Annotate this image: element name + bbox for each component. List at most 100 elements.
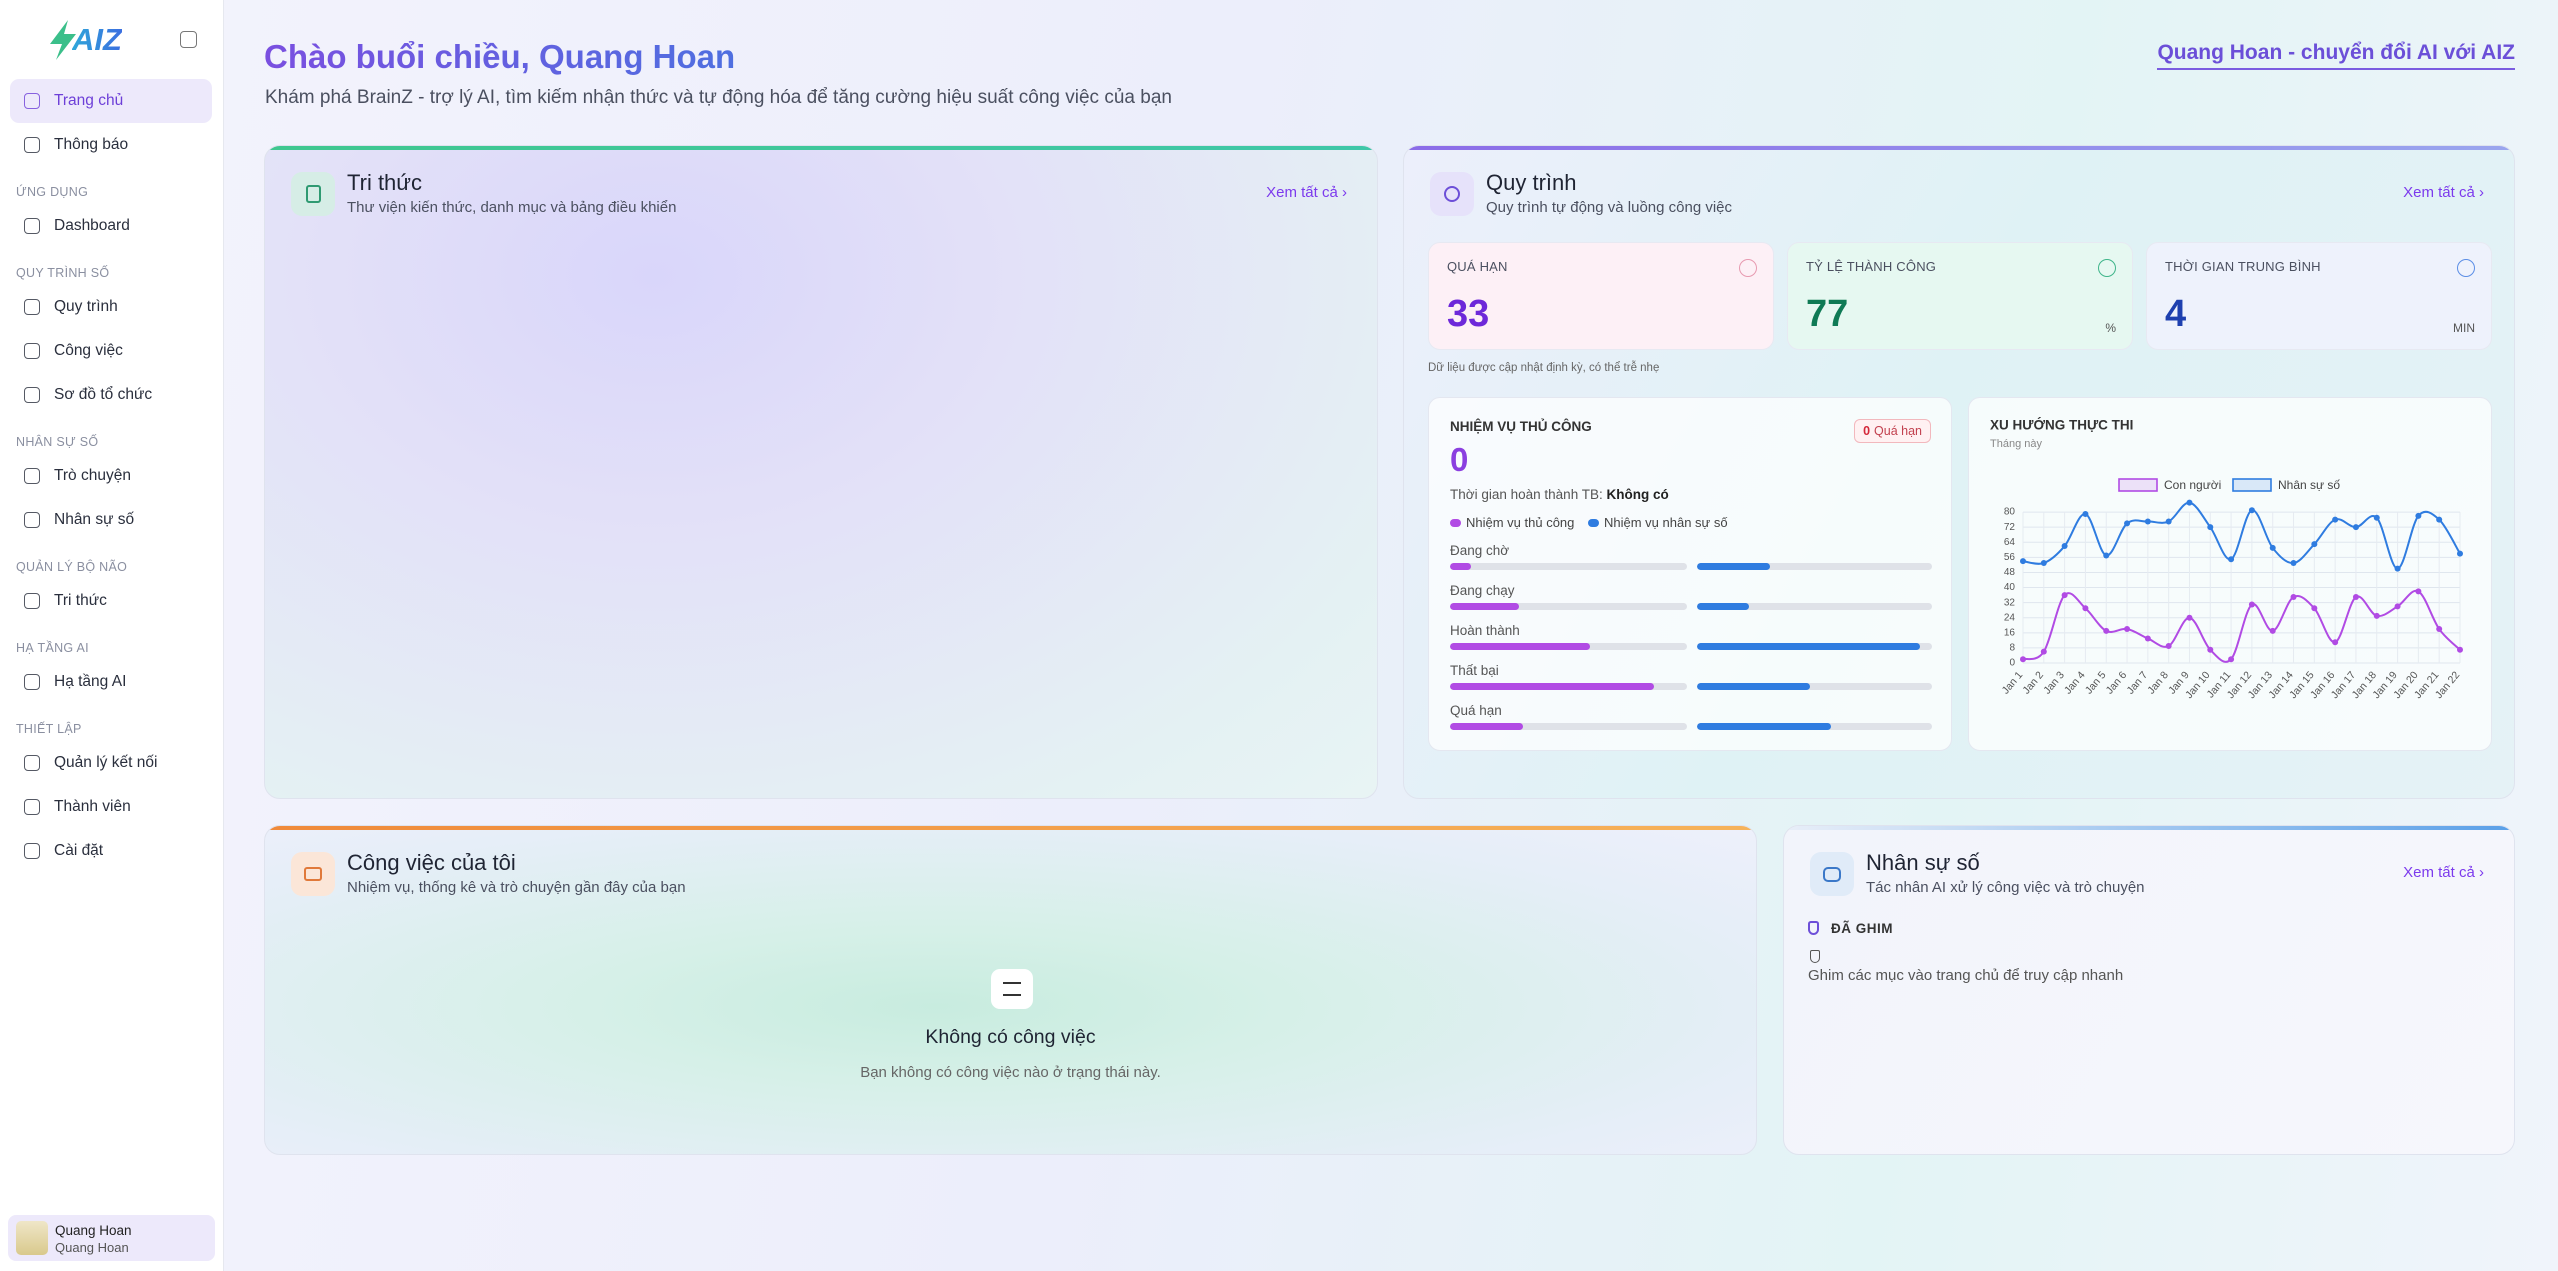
nav-item[interactable]: Quy trình (10, 285, 212, 329)
view-all-text: Xem tất cả (2403, 864, 2475, 881)
bar-track (1697, 643, 1932, 650)
legend-item: Nhiệm vụ thủ công (1450, 515, 1574, 530)
pinned-empty: Ghim các mục vào trang chủ để truy cập n… (1808, 967, 2124, 984)
greeting-subtitle: Khám phá BrainZ - trợ lý AI, tìm kiếm nh… (265, 87, 1172, 108)
bar (1450, 563, 1472, 570)
series-point (2373, 612, 2380, 619)
bar (1450, 683, 1654, 690)
nav-item[interactable]: Thông báo (10, 123, 212, 167)
view-all[interactable]: Xem tất cả › (2403, 864, 2484, 881)
series-point (2415, 588, 2422, 595)
avg-value: Không có (1606, 487, 1669, 502)
series-point (2352, 593, 2359, 600)
bar-track (1450, 643, 1687, 650)
series-point (2020, 656, 2026, 663)
row-label: Thất bại (1450, 663, 1499, 678)
avatar (16, 1221, 48, 1255)
stat-label: QUÁ HẠN (1447, 259, 1508, 274)
series-point (2332, 516, 2339, 523)
nav-item[interactable]: Thành viên (10, 785, 212, 829)
nav-item[interactable]: Nhân sự số (10, 498, 212, 542)
series-point (2103, 627, 2110, 634)
bar (1450, 643, 1590, 650)
process-card: Quy trình Quy trình tự động và luồng côn… (1403, 145, 2515, 799)
nav-item[interactable]: Quản lý kết nối (10, 741, 212, 785)
nav: Trang chủ Thông báo ỨNG DỤNG Dashboard QUY T… (10, 79, 212, 873)
nav-item[interactable]: Dashboard (10, 204, 212, 248)
series-point (2020, 558, 2026, 565)
bar-track (1697, 723, 1932, 730)
y-tick-label: 64 (2004, 537, 2016, 548)
stat-value: 77 (1806, 293, 1849, 335)
nav-item[interactable]: Trang chủ (10, 79, 212, 123)
nav-item[interactable]: Trò chuyện (10, 454, 212, 498)
card-icon (1430, 172, 1474, 216)
series-point (2457, 646, 2463, 653)
view-all-text: Xem tất cả (1266, 184, 1338, 201)
card-icon (291, 172, 335, 216)
empty-text: Bạn không có công việc nào ở trạng thái … (860, 1064, 1161, 1081)
card-subtitle: Quy trình tự động và luồng công việc (1486, 199, 1733, 216)
stat-label: TỶ LỆ THÀNH CÔNG (1806, 259, 1937, 274)
series-point (2248, 601, 2255, 608)
pinned-title: ĐÃ GHIM (1831, 921, 1893, 936)
bar (1450, 603, 1519, 610)
view-all[interactable]: Xem tất cả › (1266, 184, 1347, 201)
nav-label: Trò chuyện (54, 467, 131, 484)
series-point (2165, 643, 2172, 650)
header-link[interactable]: Quang Hoan - chuyển đổi AI với AIZ (2157, 41, 2515, 70)
nav-label: Nhân sự số (54, 511, 135, 528)
row-label: Đang chạy (1450, 583, 1515, 598)
nav-item[interactable]: Cài đặt (10, 829, 212, 873)
series-point (2352, 524, 2359, 531)
bar-track (1450, 683, 1687, 690)
stat-label: THỜI GIAN TRUNG BÌNH (2165, 259, 2321, 274)
manual-panel: NHIỆM VỤ THỦ CÔNG 0 0 Quá hạn Thời gian h… (1428, 397, 1952, 751)
nav-item[interactable]: Công việc (10, 329, 212, 373)
nav-item[interactable]: Hạ tầng AI (10, 660, 212, 704)
row-label: Quá hạn (1450, 703, 1502, 718)
y-tick-label: 0 (2009, 658, 2015, 669)
logo-bolt (50, 20, 76, 60)
y-tick-label: 56 (2004, 552, 2016, 563)
card-icon (1810, 852, 1854, 896)
series-point (2124, 626, 2131, 633)
note: Dữ liệu được cập nhật định kỳ, có thể tr… (1428, 362, 1660, 374)
legend-swatch (2118, 478, 2158, 492)
series-point (2040, 648, 2047, 655)
view-all[interactable]: Xem tất cả › (2403, 184, 2484, 201)
bar (1697, 603, 1749, 610)
avg-label: Thời gian hoàn thành TB: (1450, 487, 1603, 502)
bar-track (1697, 603, 1932, 610)
nav-label: Sơ đồ tổ chức (54, 386, 153, 403)
legend-item: Nhiệm vụ nhân sự số (1588, 515, 1728, 530)
user-org: Quang Hoan (55, 1240, 129, 1255)
stat-icon (2457, 259, 2475, 277)
nav-item[interactable]: Tri thức (10, 579, 212, 623)
legend-label: Con người (2164, 478, 2221, 492)
series-point (2082, 605, 2089, 612)
collapse-toggle[interactable] (180, 31, 197, 48)
x-tick-label: Jan 4 (2062, 669, 2088, 697)
series-point (2311, 541, 2318, 548)
nav-icon (24, 468, 40, 484)
chart-subtitle: Tháng này (1990, 438, 2042, 450)
series-point (2082, 510, 2089, 517)
accent (1784, 826, 2514, 830)
card-title: Công việc của tôi (347, 850, 516, 875)
nav-icon (24, 137, 40, 153)
series-point (2040, 560, 2047, 567)
nav-label: Công việc (54, 342, 123, 359)
series-point (2394, 603, 2401, 610)
series-point (2207, 646, 2214, 653)
series-point (2061, 543, 2068, 550)
trend-chart: XU HƯỚNG THỰC THI Tháng này 0 8 16 24 32 40 48… (1990, 418, 2463, 701)
accent (1404, 146, 2514, 150)
nav-item[interactable]: Sơ đồ tổ chức (10, 373, 212, 417)
y-tick-label: 32 (2004, 597, 2016, 608)
nav-icon (24, 512, 40, 528)
badge-count: 0 (1863, 424, 1871, 438)
series-line (2022, 501, 2461, 570)
nav-icon (24, 387, 40, 403)
user-card[interactable]: Quang Hoan Quang Hoan (8, 1215, 215, 1261)
